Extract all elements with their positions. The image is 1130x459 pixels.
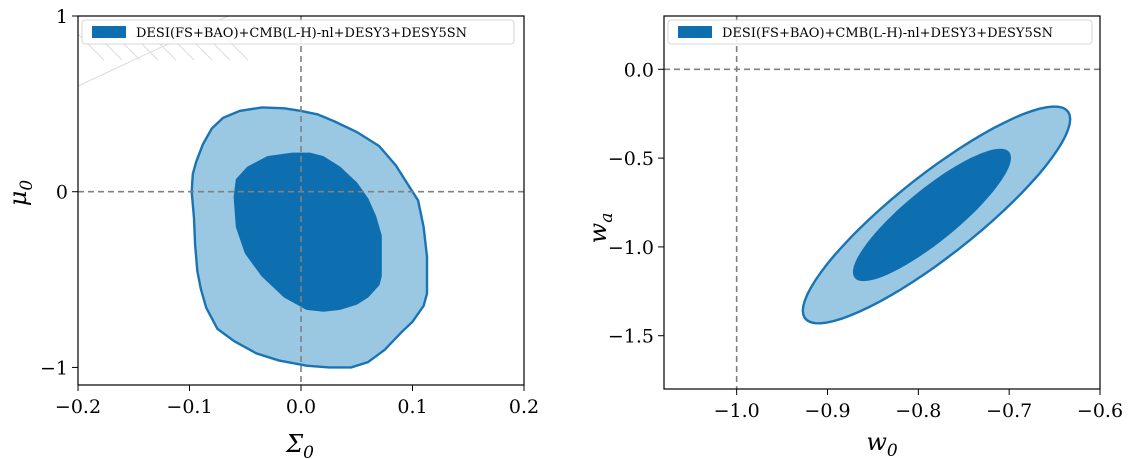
x-axis-label: w0 (866, 428, 898, 459)
x-tick-label: 0.0 (286, 396, 316, 418)
legend: DESI(FS+BAO)+CMB(L-H)-nl+DESY3+DESY5SN (667, 19, 1093, 45)
y-tick-label: −1.5 (608, 326, 654, 348)
legend-box (81, 19, 515, 45)
legend-label: DESI(FS+BAO)+CMB(L-H)-nl+DESY3+DESY5SN (136, 26, 467, 41)
y-tick-label: 0 (56, 182, 68, 204)
y-axis-label: wa (584, 213, 617, 244)
legend-swatch (678, 26, 712, 38)
x-tick-label: 0.1 (397, 396, 427, 418)
y-tick-label: 1 (56, 6, 68, 28)
x-tick-label: −0.6 (1077, 400, 1123, 422)
legend-box (667, 19, 1093, 45)
x-tick-label: −0.2 (55, 396, 101, 418)
contour-68 (852, 148, 1012, 282)
y-axis-label: μ0 (4, 180, 37, 207)
y-tick-label: −1 (40, 357, 68, 379)
x-tick-label: −0.9 (804, 400, 850, 422)
y-tick-label: −1.0 (608, 237, 654, 259)
x-tick-label: −0.8 (895, 400, 941, 422)
contour-68 (233, 152, 382, 312)
x-tick-label: −1.0 (714, 400, 760, 422)
legend: DESI(FS+BAO)+CMB(L-H)-nl+DESY3+DESY5SN (81, 19, 515, 45)
x-tick-label: 0.2 (509, 396, 539, 418)
x-axis-label: Σ0 (285, 430, 314, 459)
legend-swatch (92, 26, 126, 38)
x-tick-label: −0.1 (166, 396, 212, 418)
legend-label: DESI(FS+BAO)+CMB(L-H)-nl+DESY3+DESY5SN (722, 26, 1053, 41)
y-tick-label: 0.0 (624, 59, 654, 81)
plot-frame (663, 15, 1101, 390)
x-tick-label: −0.7 (986, 400, 1032, 422)
panel-mu0-sigma0: DESI(FS+BAO)+CMB(L-H)-nl+DESY3+DESY5SN −0… (4, 6, 539, 459)
panel-wa-w0: DESI(FS+BAO)+CMB(L-H)-nl+DESY3+DESY5SN −1… (584, 15, 1123, 459)
y-tick-label: −0.5 (608, 148, 654, 170)
